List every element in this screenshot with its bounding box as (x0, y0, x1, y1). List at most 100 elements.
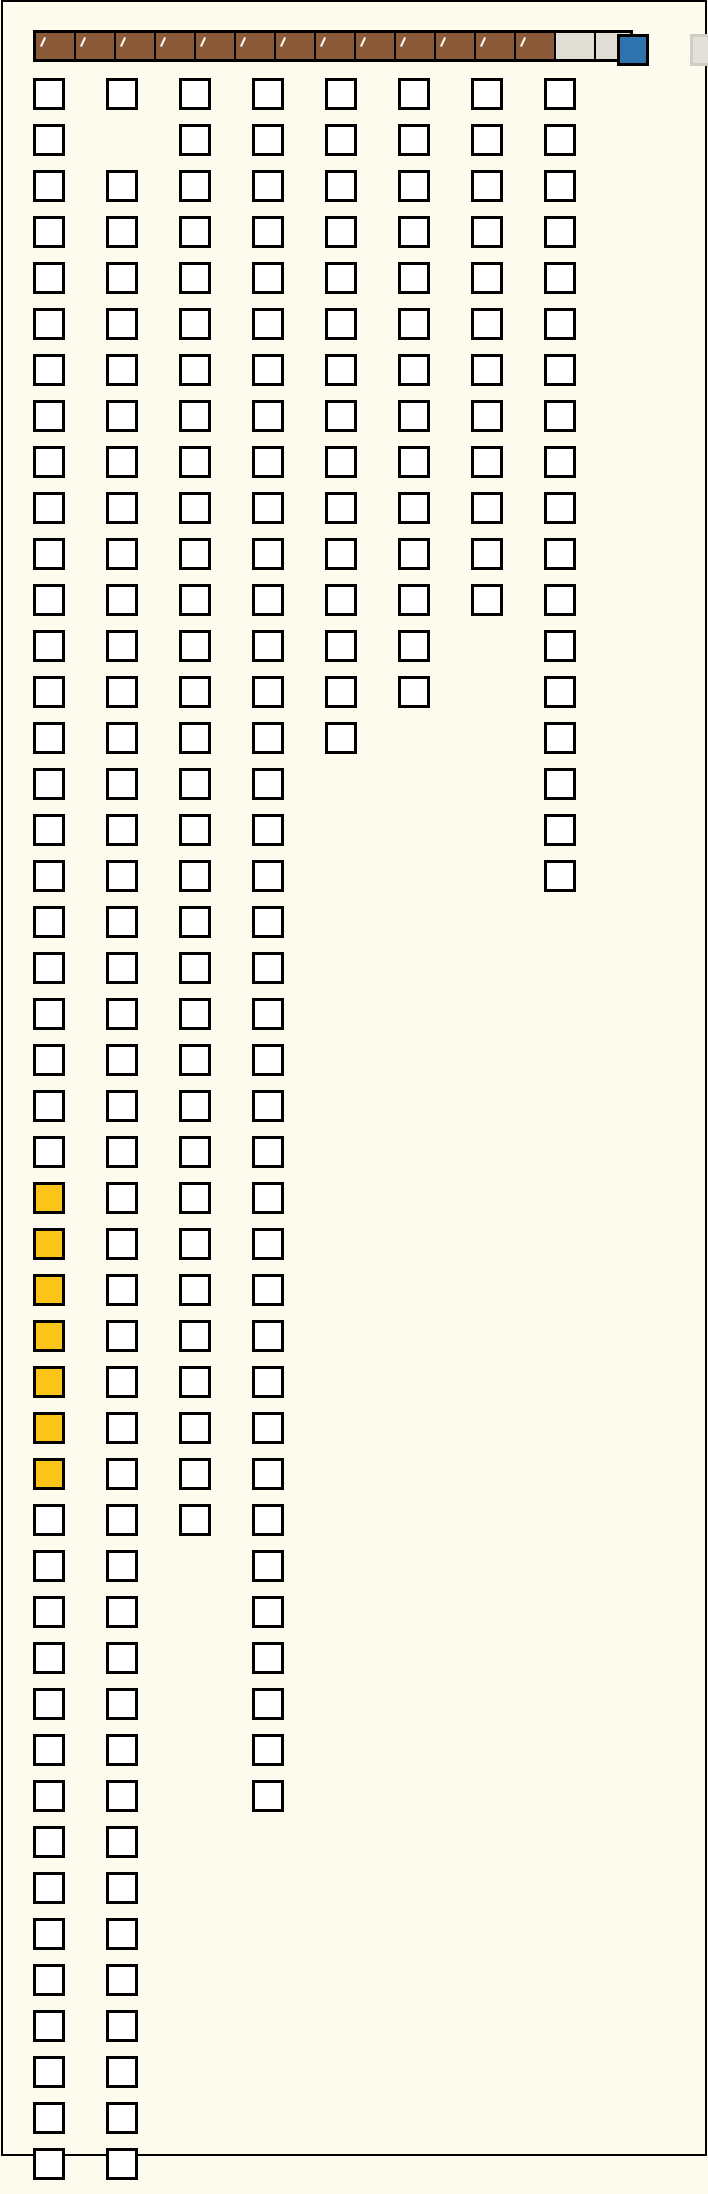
checkbox-5-12[interactable] (325, 584, 357, 616)
checkbox-2-17[interactable] (106, 814, 138, 846)
checkbox-8-13[interactable] (544, 630, 576, 662)
checkbox-4-37[interactable] (252, 1734, 284, 1766)
checkbox-3-8[interactable] (179, 400, 211, 432)
checkbox-1-33[interactable] (33, 1550, 65, 1582)
checkbox-1-39[interactable] (33, 1826, 65, 1858)
checkbox-6-10[interactable] (398, 492, 430, 524)
checkbox-8-8[interactable] (544, 400, 576, 432)
checkbox-3-3[interactable] (179, 170, 211, 202)
checkbox-4-30[interactable] (252, 1412, 284, 1444)
checkbox-5-1[interactable] (325, 78, 357, 110)
checkbox-7-3[interactable] (471, 170, 503, 202)
progress-segment-12[interactable] (476, 33, 516, 59)
checkbox-3-10[interactable] (179, 492, 211, 524)
checkbox-2-22[interactable] (106, 1044, 138, 1076)
progress-segment-6[interactable] (236, 33, 276, 59)
checkbox-4-5[interactable] (252, 262, 284, 294)
checkbox-5-10[interactable] (325, 492, 357, 524)
checkbox-1-25[interactable] (33, 1182, 65, 1214)
checkbox-8-11[interactable] (544, 538, 576, 570)
checkbox-7-1[interactable] (471, 78, 503, 110)
checkbox-4-19[interactable] (252, 906, 284, 938)
checkbox-4-2[interactable] (252, 124, 284, 156)
checkbox-8-18[interactable] (544, 860, 576, 892)
checkbox-2-29[interactable] (106, 1366, 138, 1398)
checkbox-4-25[interactable] (252, 1182, 284, 1214)
checkbox-1-35[interactable] (33, 1642, 65, 1674)
checkbox-1-8[interactable] (33, 400, 65, 432)
checkbox-2-27[interactable] (106, 1274, 138, 1306)
checkbox-1-4[interactable] (33, 216, 65, 248)
checkbox-6-7[interactable] (398, 354, 430, 386)
checkbox-4-16[interactable] (252, 768, 284, 800)
checkbox-2-16[interactable] (106, 768, 138, 800)
checkbox-3-18[interactable] (179, 860, 211, 892)
checkbox-2-28[interactable] (106, 1320, 138, 1352)
checkbox-3-11[interactable] (179, 538, 211, 570)
checkbox-3-20[interactable] (179, 952, 211, 984)
checkbox-3-9[interactable] (179, 446, 211, 478)
checkbox-3-12[interactable] (179, 584, 211, 616)
progress-bar[interactable] (33, 30, 633, 62)
checkbox-1-3[interactable] (33, 170, 65, 202)
checkbox-5-9[interactable] (325, 446, 357, 478)
checkbox-7-6[interactable] (471, 308, 503, 340)
checkbox-7-11[interactable] (471, 538, 503, 570)
checkbox-5-3[interactable] (325, 170, 357, 202)
checkbox-7-8[interactable] (471, 400, 503, 432)
checkbox-6-14[interactable] (398, 676, 430, 708)
checkbox-3-6[interactable] (179, 308, 211, 340)
checkbox-2-19[interactable] (106, 906, 138, 938)
checkbox-2-43[interactable] (106, 2010, 138, 2042)
checkbox-2-31[interactable] (106, 1458, 138, 1490)
checkbox-5-13[interactable] (325, 630, 357, 662)
progress-segment-2[interactable] (76, 33, 116, 59)
checkbox-4-21[interactable] (252, 998, 284, 1030)
checkbox-3-27[interactable] (179, 1274, 211, 1306)
checkbox-4-34[interactable] (252, 1596, 284, 1628)
checkbox-2-9[interactable] (106, 446, 138, 478)
checkbox-6-12[interactable] (398, 584, 430, 616)
checkbox-6-13[interactable] (398, 630, 430, 662)
checkbox-2-39[interactable] (106, 1826, 138, 1858)
checkbox-8-12[interactable] (544, 584, 576, 616)
checkbox-4-26[interactable] (252, 1228, 284, 1260)
checkbox-1-9[interactable] (33, 446, 65, 478)
checkbox-1-11[interactable] (33, 538, 65, 570)
checkbox-2-14[interactable] (106, 676, 138, 708)
checkbox-2-41[interactable] (106, 1918, 138, 1950)
checkbox-2-18[interactable] (106, 860, 138, 892)
checkbox-1-22[interactable] (33, 1044, 65, 1076)
checkbox-2-44[interactable] (106, 2056, 138, 2088)
checkbox-3-15[interactable] (179, 722, 211, 754)
checkbox-4-29[interactable] (252, 1366, 284, 1398)
checkbox-7-4[interactable] (471, 216, 503, 248)
checkbox-1-30[interactable] (33, 1412, 65, 1444)
checkbox-8-1[interactable] (544, 78, 576, 110)
checkbox-4-1[interactable] (252, 78, 284, 110)
checkbox-8-5[interactable] (544, 262, 576, 294)
checkbox-1-14[interactable] (33, 676, 65, 708)
checkbox-2-25[interactable] (106, 1182, 138, 1214)
checkbox-1-32[interactable] (33, 1504, 65, 1536)
checkbox-8-9[interactable] (544, 446, 576, 478)
checkbox-2-45[interactable] (106, 2102, 138, 2134)
checkbox-4-33[interactable] (252, 1550, 284, 1582)
checkbox-2-34[interactable] (106, 1596, 138, 1628)
checkbox-2-11[interactable] (106, 538, 138, 570)
checkbox-4-9[interactable] (252, 446, 284, 478)
checkbox-1-19[interactable] (33, 906, 65, 938)
checkbox-4-7[interactable] (252, 354, 284, 386)
checkbox-4-32[interactable] (252, 1504, 284, 1536)
checkbox-2-46[interactable] (106, 2148, 138, 2180)
checkbox-3-7[interactable] (179, 354, 211, 386)
checkbox-3-5[interactable] (179, 262, 211, 294)
checkbox-4-11[interactable] (252, 538, 284, 570)
checkbox-6-3[interactable] (398, 170, 430, 202)
checkbox-3-14[interactable] (179, 676, 211, 708)
checkbox-3-22[interactable] (179, 1044, 211, 1076)
checkbox-1-43[interactable] (33, 2010, 65, 2042)
checkbox-8-15[interactable] (544, 722, 576, 754)
checkbox-4-35[interactable] (252, 1642, 284, 1674)
checkbox-4-28[interactable] (252, 1320, 284, 1352)
